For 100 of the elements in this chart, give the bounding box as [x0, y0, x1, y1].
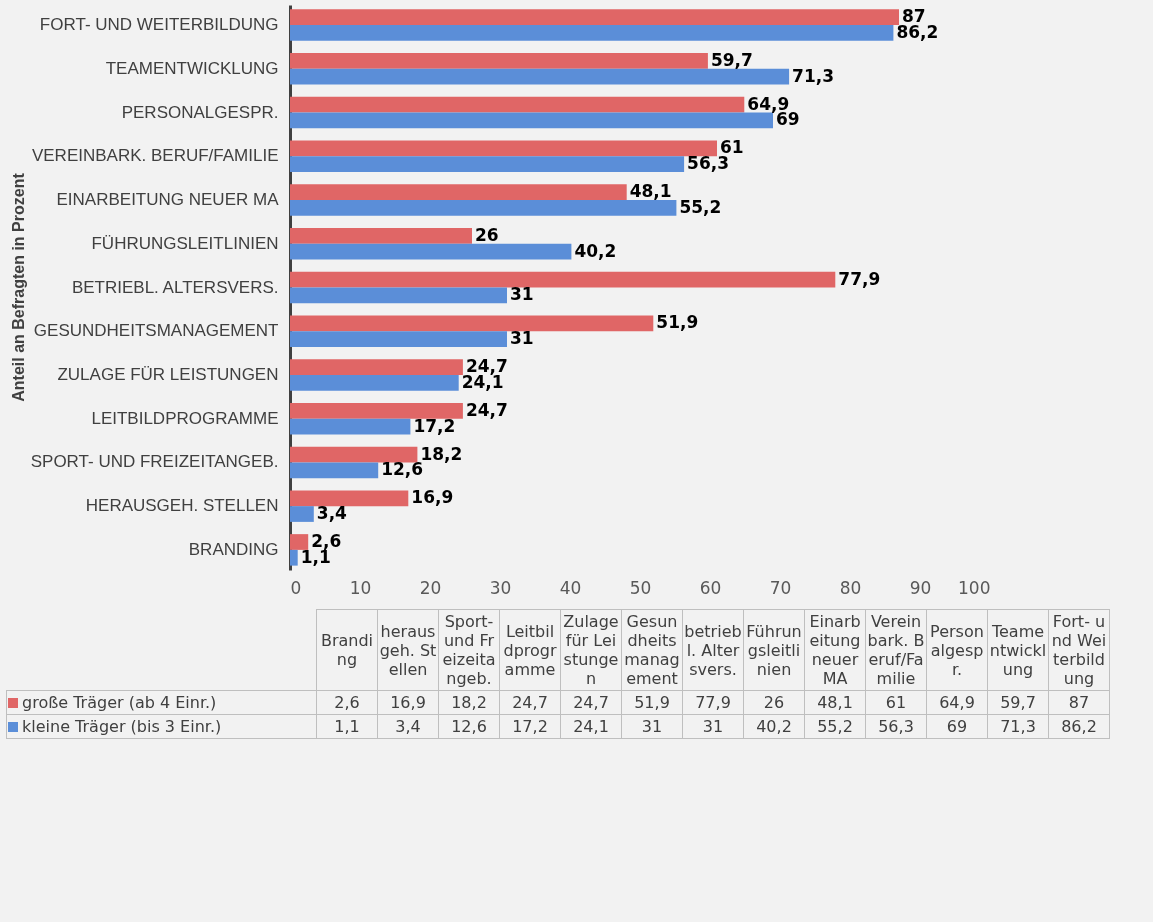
bar — [290, 271, 836, 288]
data-label: 26 — [475, 224, 499, 245]
legend-label: große Träger (ab 4 Einr.) — [6, 690, 317, 715]
bar — [290, 200, 677, 216]
text: herausgeh. Stellen — [377, 609, 439, 691]
y-tick-label: FÜHRUNGSLEITLINIEN — [91, 233, 279, 253]
text: Vereinbark. Beruf/Familie — [865, 609, 927, 691]
data-label: 56,3 — [687, 153, 730, 174]
data-label: 51,9 — [656, 312, 699, 333]
data-label: 55,2 — [679, 196, 722, 217]
data-label: 16,9 — [411, 487, 454, 508]
bar — [290, 68, 790, 85]
text: 31 — [702, 717, 724, 736]
text: Führungsleitlinien — [743, 609, 805, 691]
x-tick-label: 20 — [419, 577, 442, 598]
bar — [290, 549, 298, 566]
text: 51,9 — [634, 693, 670, 712]
y-axis-title: Anteil an Befragten in Prozent — [9, 172, 27, 402]
data-label: 24,7 — [465, 356, 508, 377]
bar — [290, 156, 685, 173]
bar — [290, 359, 463, 375]
bar — [290, 25, 894, 41]
y-tick-label: TEAMENTWICKLUNG — [105, 58, 279, 78]
text: Sport- und Freizeitangeb. — [438, 609, 500, 691]
x-tick-label: 50 — [629, 577, 652, 598]
text: 59,7 — [1000, 693, 1036, 712]
text: 16,9 — [390, 693, 426, 712]
bar — [290, 243, 572, 260]
bar — [290, 418, 411, 435]
y-tick-label: GESUNDHEITSMANAGEMENT — [33, 321, 279, 341]
x-tick-label: 0 — [290, 577, 302, 598]
text: Fort- und Weiterbildung — [1048, 609, 1110, 691]
data-label: 59,7 — [710, 49, 753, 70]
bar — [290, 402, 463, 419]
text: Leitbildprogramme — [499, 609, 561, 691]
y-tick-label: FORT- UND WEITERBILDUNG — [39, 15, 279, 35]
x-tick-label: 70 — [769, 577, 792, 598]
bar — [290, 112, 773, 129]
text: 3,4 — [395, 717, 421, 736]
y-tick-label: EINARBEITUNG NEUER MA — [56, 190, 280, 210]
y-tick-label: LEITBILDPROGRAMME — [91, 408, 279, 428]
x-tick-label: 60 — [699, 577, 722, 598]
text: 18,2 — [451, 693, 487, 712]
bar — [290, 534, 309, 550]
y-tick-label: SPORT- UND FREIZEITANGEB. — [30, 452, 279, 472]
bar — [290, 490, 409, 507]
text: 31 — [641, 717, 663, 736]
bar — [290, 331, 507, 347]
text: 77,9 — [695, 693, 731, 712]
text: 24,7 — [573, 693, 609, 712]
text: betriebl. Altersvers. — [682, 609, 744, 691]
bar — [290, 462, 379, 479]
bar — [290, 184, 627, 201]
data-label: 77,9 — [838, 268, 881, 289]
x-tick-label: 10 — [349, 577, 372, 598]
text: 17,2 — [512, 717, 548, 736]
x-tick-label: 90 — [909, 577, 932, 598]
text: 87 — [1068, 693, 1090, 712]
data-label: 48,1 — [629, 181, 672, 202]
text: 71,3 — [1000, 717, 1036, 736]
text: 56,3 — [878, 717, 914, 736]
text: Branding — [316, 609, 378, 691]
bar — [290, 228, 472, 244]
text: Teamentwicklung — [987, 609, 1049, 691]
text: 55,2 — [817, 717, 853, 736]
bar — [290, 53, 708, 69]
text: Zulage für Leistungen — [560, 609, 622, 691]
text: 61 — [885, 693, 907, 712]
y-tick-label: BETRIEBL. ALTERSVERS. — [71, 277, 279, 297]
text: 64,9 — [939, 693, 975, 712]
x-tick-label: 80 — [839, 577, 862, 598]
data-label: 17,2 — [413, 415, 456, 436]
text: 40,2 — [756, 717, 792, 736]
y-tick-label: VEREINBARK. BERUF/FAMILIE — [31, 146, 279, 166]
y-tick-label: ZULAGE FÜR LEISTUNGEN — [57, 364, 279, 384]
text: 26 — [763, 693, 785, 712]
data-label: 86,2 — [896, 21, 939, 42]
text: 12,6 — [451, 717, 487, 736]
data-label: 40,2 — [574, 240, 617, 261]
text: 2,6 — [334, 693, 360, 712]
bar — [290, 446, 418, 463]
text: 24,1 — [573, 717, 609, 736]
data-label: 3,4 — [316, 503, 348, 524]
text: 48,1 — [817, 693, 853, 712]
y-tick-label: PERSONALGESPR. — [121, 102, 279, 122]
y-tick-label: BRANDING — [188, 539, 279, 559]
data-label: 31 — [510, 328, 534, 349]
text: 1,1 — [334, 717, 360, 736]
text: 69 — [946, 717, 968, 736]
text: Personalgespr. — [926, 609, 988, 691]
x-tick-label: 30 — [489, 577, 512, 598]
bar — [290, 287, 507, 304]
text: Einarbeitung neuer MA — [804, 609, 866, 691]
bar — [290, 315, 654, 332]
text: 86,2 — [1061, 717, 1097, 736]
bar — [290, 140, 717, 157]
bar — [290, 96, 745, 113]
data-label: 24,7 — [465, 399, 508, 420]
x-tick-label: 40 — [559, 577, 582, 598]
x-tick-label: 100 — [958, 577, 991, 598]
